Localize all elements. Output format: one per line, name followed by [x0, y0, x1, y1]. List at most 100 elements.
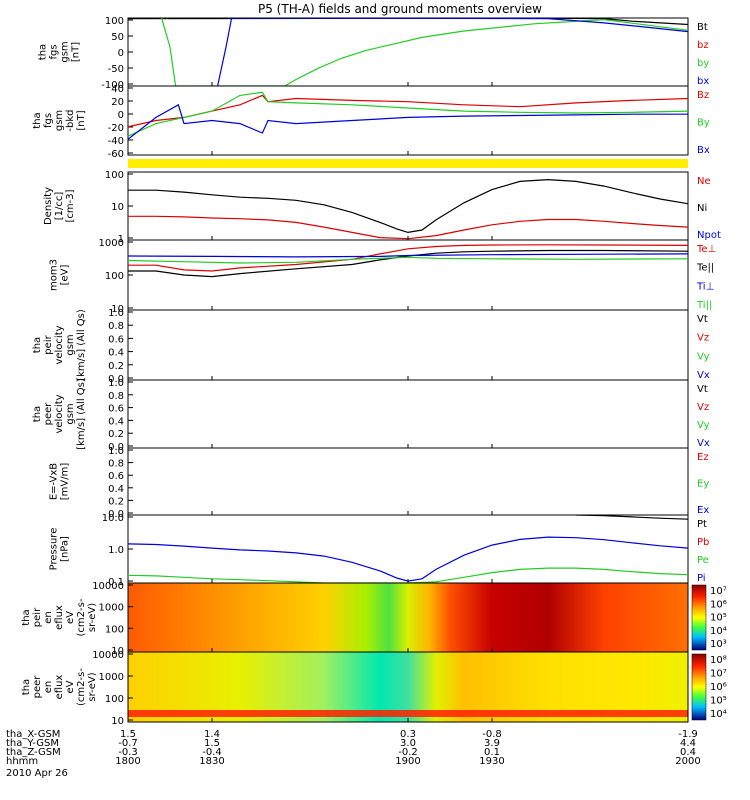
panel-6: 1.0 0.8 0.60.4 0.2 0.0 tha peer velocity gsm [km/…: [32, 378, 710, 453]
panel-frame: [127, 447, 689, 516]
y-axis-label: Pressure: [49, 528, 60, 571]
y-axis-label: [mV/m]: [60, 463, 71, 501]
colorbar-tick-label: 10³: [710, 639, 727, 650]
y-axis-label: (cm2-s-: [76, 668, 87, 706]
y-tick-label: 10: [111, 646, 124, 657]
y-tick-label: 1.0: [108, 308, 124, 319]
legend-label: Ey: [697, 479, 709, 490]
y-tick-label: 0.8: [108, 321, 124, 332]
y-tick-label: 0.4: [108, 348, 124, 359]
panel-3: 100 10 1 Density [1/cc] [cm-3] Ne Ni Npot: [43, 170, 721, 245]
x-axis-value: 1930: [479, 756, 504, 767]
colorbar-tick-label: 10⁸: [710, 655, 727, 666]
legend-label: Vx: [697, 438, 710, 449]
y-axis-label: mom3: [49, 259, 60, 291]
y-tick-label: 1.0: [108, 545, 124, 556]
y-axis-label: [1/cc]: [54, 192, 65, 221]
series-line-Pi: [128, 536, 688, 582]
x-axis-value: 0.1: [484, 747, 500, 758]
panel-1: 40 20 0 -20 -40 -60 tha fgs gsm -bkd [nT] Bz By Bx: [32, 84, 710, 160]
y-tick-label: 10.0: [102, 513, 124, 524]
y-axis-label: velocity: [54, 394, 65, 433]
y-axis-label: [nPa]: [60, 536, 71, 562]
legend-label: Te||: [696, 263, 714, 274]
series-line-Te_para: [128, 249, 688, 278]
series-line-Ti_perp: [128, 253, 688, 258]
panel-frame: [127, 379, 689, 449]
y-tick-label: 1.0: [108, 378, 124, 389]
y-tick-label: -40: [108, 136, 124, 147]
legend-label: Bt: [697, 22, 708, 33]
legend-label: Pt: [697, 519, 707, 530]
y-axis-label: gsm: [65, 403, 76, 424]
x-axis-value: 3.9: [484, 738, 500, 749]
x-axis-value: -0.8: [482, 729, 502, 740]
y-tick-label: 100: [105, 16, 124, 27]
y-axis-label: velocity: [54, 325, 65, 364]
series-line-by: [161, 18, 688, 86]
spectrogram-low-energy-band: [128, 710, 688, 717]
y-tick-label: 0: [118, 48, 124, 59]
colorbar-tick-label: 10⁵: [710, 696, 727, 707]
y-axis-label: -bkd: [65, 109, 76, 131]
x-axis-row-label: tha_X-GSM: [6, 729, 60, 740]
x-axis-row-label: tha_Y-GSM: [6, 738, 59, 749]
legend-label: Vz: [697, 333, 709, 344]
x-axis-value: -1.9: [678, 729, 698, 740]
legend-label: Pi: [697, 573, 706, 584]
x-axis-value: 1.5: [120, 729, 136, 740]
colorbar-tick-label: 10⁷: [710, 669, 727, 680]
y-tick-label: 0.2: [108, 496, 124, 507]
series-line-Ni: [128, 178, 688, 234]
x-axis-value: 0.4: [680, 747, 696, 758]
y-axis-label: tha: [38, 44, 49, 60]
y-axis-label: tha: [32, 112, 43, 128]
figure-title: P5 (TH-A) fields and ground moments over…: [258, 2, 542, 16]
x-axis-value: -0.2: [398, 747, 418, 758]
x-axis-value: -0.4: [202, 747, 222, 758]
legend-label: Vt: [697, 314, 708, 325]
y-tick-label: 10000: [92, 650, 124, 661]
panel-0: 100 50 0 -50 -100 tha fgs gsm [nT] Bt bz by bx: [38, 16, 710, 91]
y-axis-label: sr-eV): [87, 603, 98, 632]
y-axis-label: E=-VxB: [49, 463, 60, 500]
y-tick-label: 0.6: [108, 404, 124, 415]
y-tick-label: 40: [111, 84, 124, 95]
panel-9: 10⁷ 10⁶ 10⁵ 10⁴ 10³ 10000 1000 100 10 tha peir en ef…: [21, 581, 727, 657]
y-tick-label: 0.2: [108, 429, 124, 440]
x-axis-value: -0.7: [118, 738, 138, 749]
series-line-bx: [217, 18, 688, 86]
legend-label: bz: [697, 40, 709, 51]
y-tick-label: 0.0: [108, 509, 124, 520]
y-axis-label: fgs: [43, 113, 54, 128]
y-tick-label: 100: [105, 694, 124, 705]
y-tick-label: 0.2: [108, 361, 124, 372]
colorbar-tick-label: 10⁴: [710, 709, 727, 720]
y-tick-label: 1.0: [108, 446, 124, 457]
quality-flag-bar: [128, 159, 688, 168]
y-tick-label: 50: [111, 32, 124, 43]
y-axis-label: Density: [43, 187, 54, 225]
legend-label: Pe: [697, 555, 709, 566]
y-axis-label: eV: [65, 680, 76, 693]
series-line-Bx: [128, 103, 688, 140]
series-line-By: [128, 91, 688, 137]
y-tick-label: -20: [108, 123, 124, 134]
panel-frame: [127, 514, 689, 584]
legend-label: Vx: [697, 370, 710, 381]
y-axis-label: sr-eV): [87, 672, 98, 701]
x-axis-value: 1.4: [204, 729, 220, 740]
y-tick-label: 0.6: [108, 334, 124, 345]
legend-label: Ni: [697, 203, 707, 214]
series-line-bt: [128, 18, 688, 26]
y-tick-label: 0.4: [108, 484, 124, 495]
legend-label: Ne: [697, 176, 711, 187]
legend-label: by: [697, 58, 709, 69]
colorbar-tick-label: 10⁶: [710, 682, 727, 693]
y-tick-label: 10: [111, 716, 124, 727]
y-tick-label: 100: [105, 624, 124, 635]
y-tick-label: 0.1: [108, 577, 124, 588]
y-axis-label: [km/s] (All Qs): [76, 378, 87, 450]
y-axis-label: tha: [21, 609, 32, 625]
